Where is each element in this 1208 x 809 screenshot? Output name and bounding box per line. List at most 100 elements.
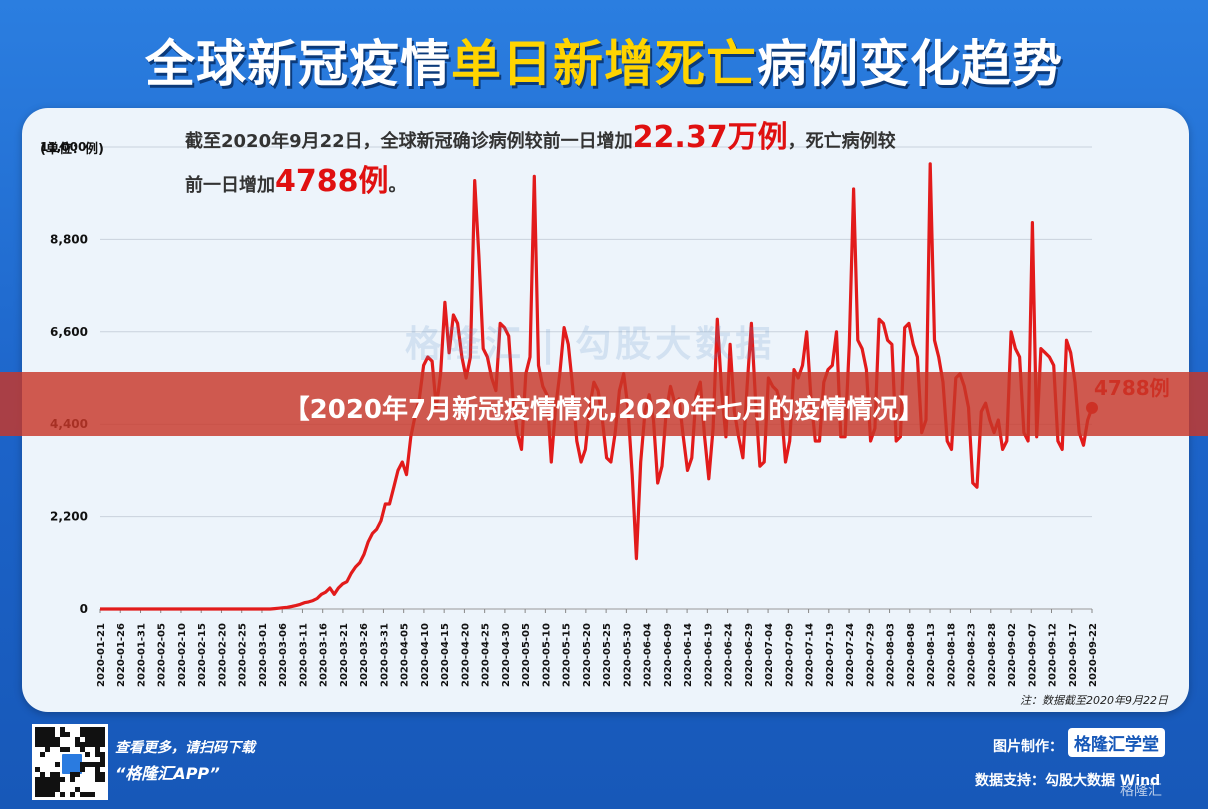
qr-cell <box>35 792 40 797</box>
qr-cell <box>95 772 100 777</box>
qr-cell <box>100 772 105 777</box>
qr-cell <box>100 737 105 742</box>
x-tick-label: 2020-05-30 <box>622 623 633 687</box>
x-tick-label: 2020-09-22 <box>1088 623 1099 687</box>
x-tick-label: 2020-09-02 <box>1007 623 1018 687</box>
qr-cell <box>85 752 90 757</box>
qr-cell <box>40 742 45 747</box>
qr-cell <box>100 762 105 767</box>
qr-cell <box>100 752 105 757</box>
qr-cell <box>80 767 85 772</box>
qr-cell <box>40 732 45 737</box>
qr-cell <box>55 777 60 782</box>
x-tick-label: 2020-09-17 <box>1068 623 1079 687</box>
x-tick-label: 2020-05-10 <box>541 623 552 687</box>
qr-cell <box>90 792 95 797</box>
qr-cell <box>100 777 105 782</box>
x-tick-label: 2020-05-15 <box>562 623 573 687</box>
qr-cell <box>50 742 55 747</box>
qr-cell <box>50 787 55 792</box>
qr-cell <box>40 752 45 757</box>
qr-cell <box>45 737 50 742</box>
qr-cell <box>35 727 40 732</box>
x-tick-label: 2020-09-07 <box>1027 623 1038 687</box>
data-source: 数据支持：勾股大数据 Wind <box>975 773 1161 789</box>
x-tick-label: 2020-03-21 <box>339 623 350 687</box>
qr-cell <box>55 782 60 787</box>
x-tick-label: 2020-01-31 <box>136 623 147 687</box>
x-tick-label: 2020-07-04 <box>764 623 775 687</box>
qr-cell <box>45 747 50 752</box>
annotation-deaths-value: 4788例 <box>275 164 389 199</box>
x-tick-label: 2020-04-30 <box>501 623 512 687</box>
qr-cell <box>50 737 55 742</box>
qr-cell <box>50 792 55 797</box>
x-tick-label: 2020-08-08 <box>906 623 917 687</box>
qr-cell <box>35 767 40 772</box>
qr-cell <box>50 732 55 737</box>
qr-cell <box>80 732 85 737</box>
x-tick-label: 2020-08-28 <box>987 623 998 687</box>
qr-cell <box>70 772 75 777</box>
x-tick-label: 2020-06-19 <box>703 623 714 687</box>
annotation-cases-value: 22.37万例 <box>632 120 788 155</box>
x-tick-label: 2020-02-05 <box>157 623 168 687</box>
qr-cell <box>35 787 40 792</box>
x-tick-label: 2020-03-01 <box>258 623 269 687</box>
headline-banner-text: 【2020年7月新冠疫情情况,2020年七月的疫情情况】 <box>283 395 925 425</box>
qr-cell <box>80 792 85 797</box>
qr-cell <box>75 742 80 747</box>
watermark: 格隆汇 | 勾股大数据 <box>405 324 776 365</box>
annotation-line1-prefix: 截至2020年9月22日，全球新冠确诊病例较前一日增加 <box>185 131 633 152</box>
x-tick-label: 2020-01-26 <box>116 623 127 687</box>
maker-logo: 格隆汇学堂 <box>1068 728 1165 757</box>
qr-cell <box>40 777 45 782</box>
app-name: “格隆汇APP” <box>115 764 220 783</box>
x-tick-label: 2020-03-11 <box>298 623 309 687</box>
headline-banner <box>0 372 1208 436</box>
qr-cell <box>35 737 40 742</box>
qr-cell <box>95 727 100 732</box>
qr-cell <box>90 727 95 732</box>
qr-cell <box>95 777 100 782</box>
scan-prompt: 查看更多，请扫码下载 <box>115 740 255 756</box>
annotation-line1-suffix: ，死亡病例较 <box>787 131 896 152</box>
x-tick-label: 2020-02-20 <box>217 623 228 687</box>
x-tick-label: 2020-07-24 <box>845 623 856 687</box>
qr-cell <box>95 742 100 747</box>
qr-cell <box>45 732 50 737</box>
qr-cell <box>95 767 100 772</box>
qr-cell <box>90 732 95 737</box>
qr-cell <box>85 742 90 747</box>
x-tick-label: 2020-03-16 <box>319 623 330 687</box>
qr-cell <box>85 792 90 797</box>
qr-cell <box>95 752 100 757</box>
y-tick-label: 0 <box>80 602 88 616</box>
qr-cell <box>35 782 40 787</box>
qr-cell <box>40 792 45 797</box>
qr-cell <box>90 742 95 747</box>
x-tick-label: 2020-09-12 <box>1048 623 1059 687</box>
qr-cell <box>85 727 90 732</box>
qr-cell <box>45 792 50 797</box>
page-title: 全球新冠疫情单日新增死亡病例变化趋势 <box>0 24 1208 96</box>
x-tick-label: 2020-07-19 <box>825 623 836 687</box>
qr-cell <box>40 772 45 777</box>
x-tick-label: 2020-06-09 <box>663 623 674 687</box>
qr-cell <box>40 787 45 792</box>
qr-cell <box>95 732 100 737</box>
annotation-text: 截至2020年9月22日，全球新冠确诊病例较前一日增加22.37万例，死亡病例较… <box>185 118 985 206</box>
corner-logo: 格隆汇 <box>1120 783 1162 799</box>
x-tick-label: 2020-07-14 <box>805 623 816 687</box>
x-tick-label: 2020-03-26 <box>359 623 370 687</box>
qr-cell <box>45 777 50 782</box>
qr-cell <box>100 727 105 732</box>
x-tick-label: 2020-04-10 <box>420 623 431 687</box>
qr-cell <box>35 777 40 782</box>
qr-cell <box>50 772 55 777</box>
title-part2: 病例变化趋势 <box>757 35 1063 93</box>
qr-cell <box>75 787 80 792</box>
qr-cell <box>75 737 80 742</box>
x-tick-label: 2020-02-25 <box>238 623 249 687</box>
x-tick-label: 2020-06-29 <box>744 623 755 687</box>
